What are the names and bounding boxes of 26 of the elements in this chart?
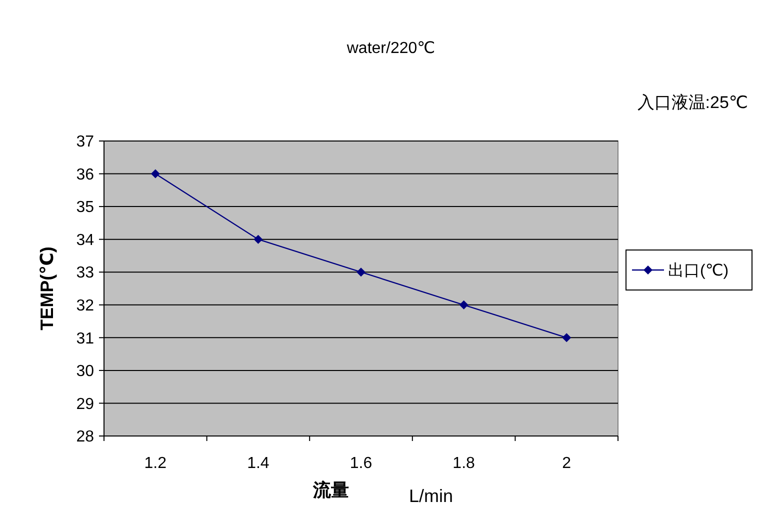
x-tick-label: 1.6 [350, 455, 372, 472]
point [459, 300, 468, 310]
legend-label: 出口(℃) [668, 262, 729, 280]
y-axis-title: TEMP(℃) [37, 246, 57, 330]
x-tick-label: 1.4 [247, 455, 270, 472]
x-tick-label: 2 [562, 455, 572, 472]
x-tick-label: 1.8 [452, 455, 476, 472]
y-tick-label: 33 [76, 264, 94, 282]
point [356, 268, 366, 277]
x-tick-label: 1.2 [144, 455, 167, 472]
chart-title: water/220℃ [346, 40, 436, 57]
text: L/min [408, 486, 454, 506]
point [150, 169, 160, 178]
y-tick-label: 36 [76, 166, 94, 184]
text: 入口液温:25℃ [637, 93, 748, 112]
point [254, 234, 263, 244]
y-tick-label: 30 [76, 363, 94, 380]
y-tick-label: 29 [76, 396, 94, 413]
y-tick-label: 32 [76, 297, 94, 314]
y-tick-label: 34 [76, 232, 94, 249]
point [562, 333, 572, 342]
y-tick-label: 35 [76, 199, 94, 216]
y-tick-label: 31 [76, 330, 94, 348]
x-axis-title: 流量 [312, 480, 349, 500]
y-tick-label: 28 [76, 428, 94, 446]
y-tick-label: 37 [76, 134, 94, 151]
